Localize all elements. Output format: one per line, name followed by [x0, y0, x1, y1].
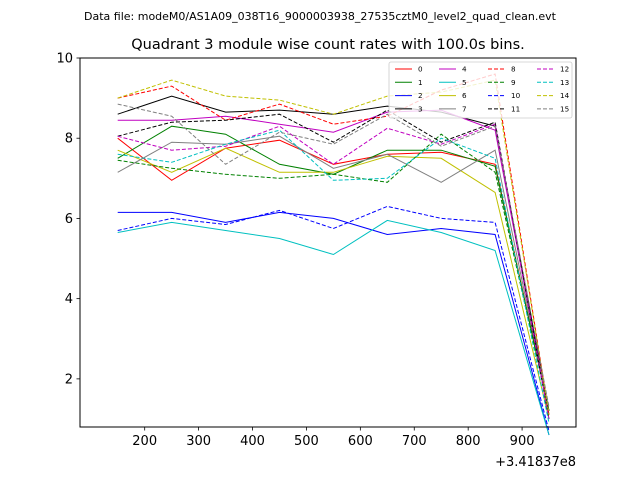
x-tick-label: 300	[186, 434, 211, 449]
y-axis: 2 4 6 8 10	[56, 52, 80, 387]
series-line-15	[117, 103, 550, 407]
legend-label-0: 0	[418, 65, 423, 74]
series-line-12	[117, 123, 550, 420]
series-line-5	[117, 219, 550, 436]
legend-label-4: 4	[462, 65, 467, 74]
y-tick-label: 10	[56, 52, 73, 67]
plot-frame	[79, 57, 577, 428]
series-line-10	[117, 205, 550, 432]
x-tick-label: 400	[240, 434, 265, 449]
legend-label-9: 9	[511, 78, 516, 87]
chart-title: Quadrant 3 module wise count rates with …	[131, 37, 525, 53]
series-line-13	[117, 129, 550, 424]
legend-label-8: 8	[511, 65, 516, 74]
legend-label-12: 12	[560, 65, 569, 74]
x-tick-label: 200	[132, 434, 157, 449]
series-line-9	[117, 133, 550, 412]
plot-lines	[117, 73, 550, 436]
series-line-1	[117, 125, 550, 412]
series-line-11	[117, 109, 550, 420]
legend-label-13: 13	[560, 78, 569, 87]
y-tick-label: 2	[65, 372, 73, 387]
legend-label-5: 5	[462, 78, 467, 87]
legend-label-7: 7	[462, 104, 467, 113]
legend-label-3: 3	[418, 104, 423, 113]
series-line-7	[117, 135, 550, 412]
legend-box	[388, 61, 573, 119]
x-offset-label: +3.41837e8	[495, 455, 576, 470]
x-tick-label: 700	[402, 434, 427, 449]
series-line-14	[117, 79, 550, 416]
y-tick-label: 8	[65, 132, 73, 147]
x-tick-label: 600	[348, 434, 373, 449]
x-tick-label: 500	[294, 434, 319, 449]
y-tick-label: 4	[65, 292, 73, 307]
series-line-2	[117, 211, 550, 436]
legend-label-10: 10	[511, 91, 521, 100]
suptitle: Data file: modeM0/AS1A09_038T16_90000039…	[84, 10, 557, 23]
x-tick-label: 800	[456, 434, 481, 449]
series-line-4	[117, 109, 550, 416]
series-line-0	[117, 137, 550, 412]
legend-label-6: 6	[462, 91, 467, 100]
legend-label-14: 14	[560, 91, 570, 100]
series-line-3	[117, 95, 550, 412]
legend-label-15: 15	[560, 104, 569, 113]
y-tick-label: 6	[65, 212, 73, 227]
x-tick-label: 900	[510, 434, 535, 449]
legend-label-1: 1	[418, 78, 423, 87]
x-axis: 200 300 400 500 600 700 800 900	[132, 427, 535, 449]
legend-label-11: 11	[511, 104, 520, 113]
series-line-6	[117, 147, 550, 420]
legend-label-2: 2	[418, 91, 423, 100]
